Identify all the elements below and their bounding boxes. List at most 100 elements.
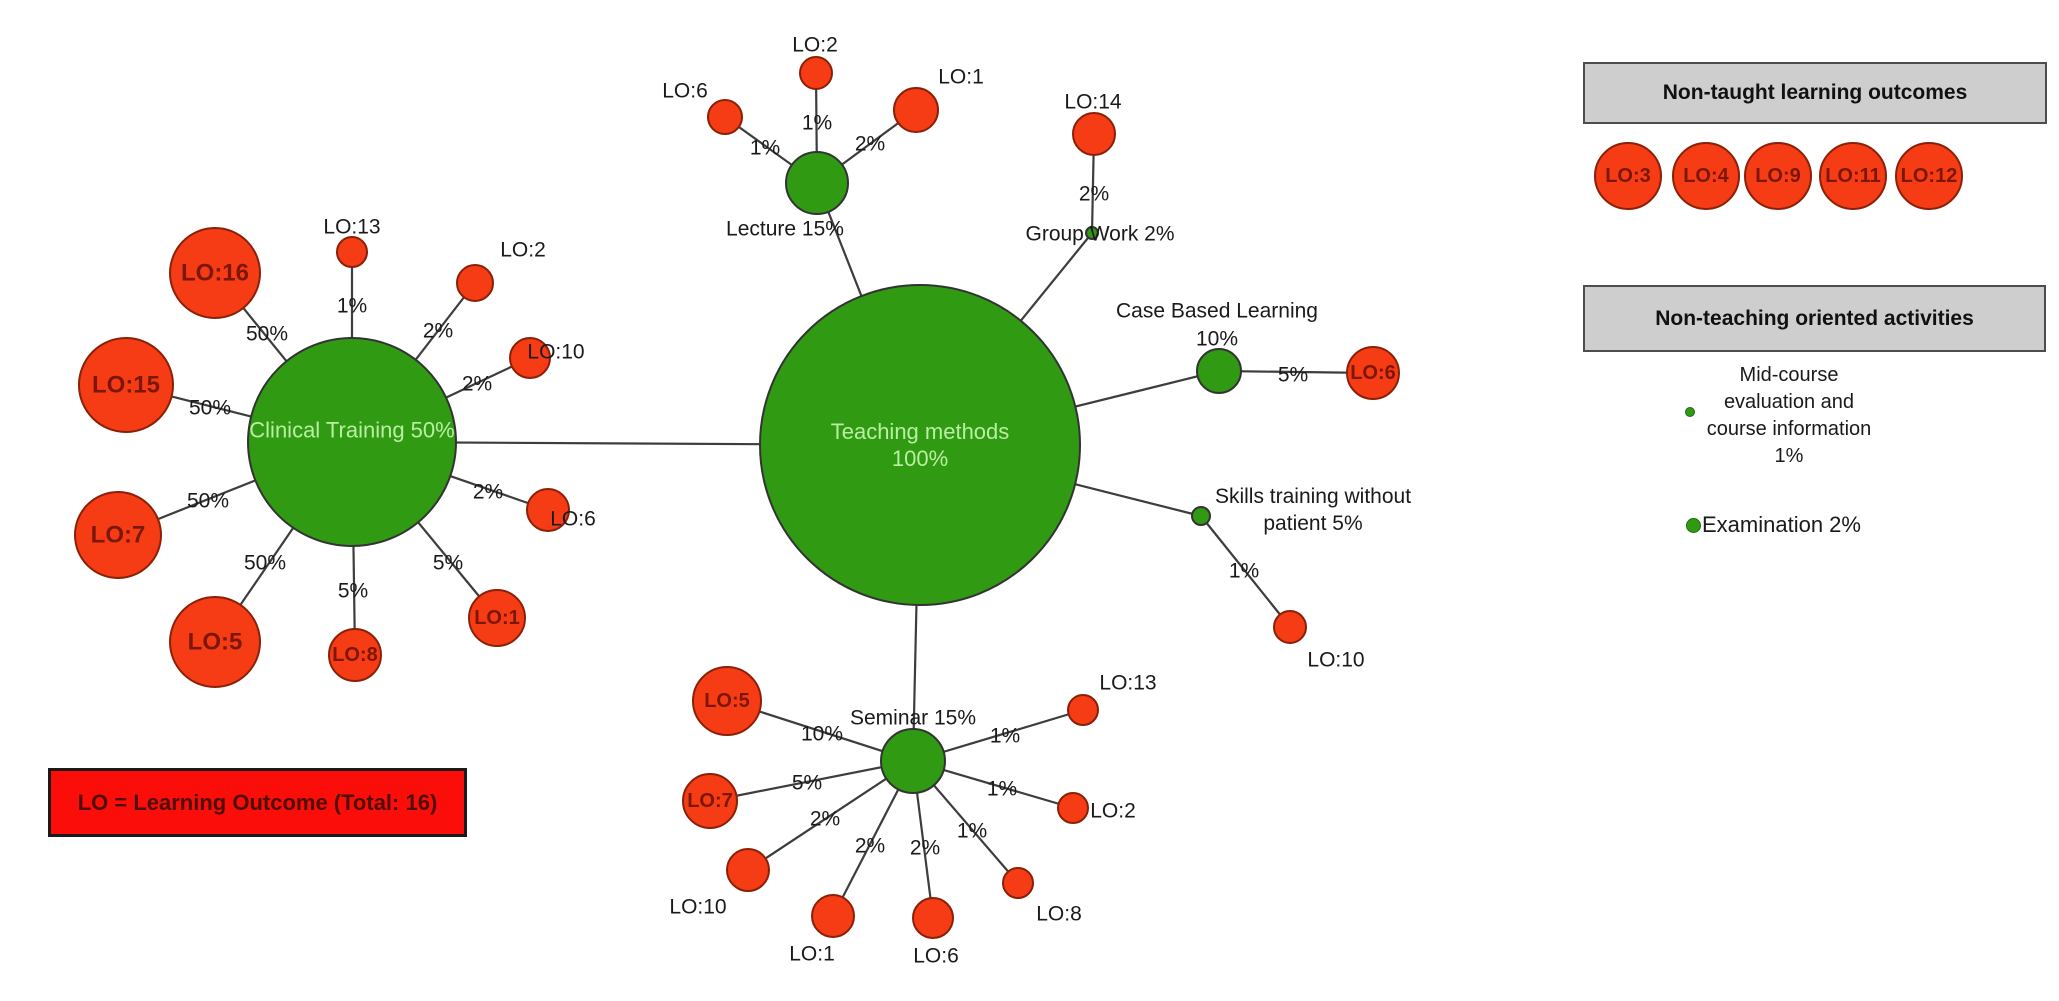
node-label-g14: LO:14 <box>1064 91 1122 114</box>
node-c8 <box>328 628 382 682</box>
node-label-groupwork: Group Work 2% <box>1026 223 1175 246</box>
node-groupwork <box>1085 226 1099 240</box>
edge-label-seminar-se13: 1% <box>990 725 1020 748</box>
node-label-seminar: Seminar 15% <box>850 707 976 730</box>
node-label-se10: LO:10 <box>669 896 726 919</box>
node-l1 <box>893 87 939 133</box>
node-s10 <box>1273 610 1307 644</box>
node-lecture <box>785 151 849 215</box>
node-label-clinical: Clinical Training 50% <box>249 418 454 443</box>
edge-label-cbl-cb6: 5% <box>1278 364 1308 387</box>
node-label-c16: LO:16 <box>181 260 249 287</box>
node-label-se2: LO:2 <box>1090 800 1136 823</box>
node-c1 <box>468 589 526 647</box>
node-label-l6: LO:6 <box>662 80 708 103</box>
midcourse-line-1: Mid-course <box>1739 364 1839 386</box>
legend-outcome-lo11-label: LO:11 <box>1825 164 1881 187</box>
legend-outcome-lo11: LO:11 <box>1819 142 1887 210</box>
legend-non-taught-title: Non-taught learning outcomes <box>1662 81 1968 104</box>
edge-label-seminar-se7: 5% <box>792 772 822 795</box>
edge-label-seminar-se8: 1% <box>957 820 987 843</box>
edge-label-seminar-se2: 1% <box>987 778 1017 801</box>
node-label-c8: LO:8 <box>332 644 378 666</box>
node-tm <box>759 284 1081 606</box>
node-c16 <box>169 227 261 319</box>
node-se2 <box>1057 792 1089 824</box>
legend-entry-midcourse: Mid-course evaluation and course informa… <box>1679 362 1899 470</box>
edge-label-clinical-c15: 50% <box>189 397 231 420</box>
node-seminar <box>880 728 946 794</box>
midcourse-line-3: course information <box>1706 418 1872 440</box>
edge-label-clinical-c8: 5% <box>338 580 368 603</box>
node-label-l2: LO:2 <box>792 34 838 57</box>
legend-non-teaching-box: Non-teaching oriented activities <box>1583 285 2046 352</box>
examination-dot-icon <box>1686 518 1701 533</box>
node-label-tm-2: 100% <box>892 446 948 471</box>
edge-label-groupwork-g14: 2% <box>1079 183 1109 206</box>
node-label-skills-2: patient 5% <box>1263 512 1362 535</box>
legend-non-teaching-title: Non-teaching oriented activities <box>1655 306 1974 330</box>
node-label-cbl-1: Case Based Learning <box>1116 300 1318 323</box>
node-c5 <box>169 596 261 688</box>
edge-skills-s10 <box>1200 515 1291 628</box>
node-se5 <box>692 666 762 736</box>
edge-label-skills-s10: 1% <box>1229 560 1259 583</box>
node-label-c15: LO:15 <box>92 372 160 399</box>
edge-label-clinical-c5: 50% <box>244 552 286 575</box>
node-c15 <box>78 337 174 433</box>
note-text: LO = Learning Outcome (Total: 16) <box>77 789 438 815</box>
legend-outcome-lo12: LO:12 <box>1895 142 1963 210</box>
node-c6 <box>526 488 570 532</box>
midcourse-line-2: evaluation and <box>1723 391 1855 413</box>
node-c2 <box>456 264 494 302</box>
node-l2 <box>799 56 833 90</box>
node-g14 <box>1072 112 1116 156</box>
node-label-tm-1: Teaching methods <box>831 419 1010 444</box>
node-cb6 <box>1346 346 1400 400</box>
edge-label-lecture-l1: 2% <box>855 133 885 156</box>
legend-outcome-lo9: LO:9 <box>1744 142 1812 210</box>
legend-outcome-lo9-label: LO:9 <box>1755 164 1801 187</box>
node-label-se13: LO:13 <box>1099 672 1156 695</box>
edge-label-clinical-c7: 50% <box>187 490 229 513</box>
node-label-se6: LO:6 <box>913 945 959 968</box>
legend-outcome-lo3: LO:3 <box>1594 142 1662 210</box>
note-box: LO = Learning Outcome (Total: 16) <box>48 768 467 837</box>
node-label-c5: LO:5 <box>188 629 243 656</box>
legend-outcome-lo3-label: LO:3 <box>1605 164 1651 187</box>
legend-entry-examination: Examination 2% <box>1702 512 1861 537</box>
node-label-c6: LO:6 <box>550 508 596 531</box>
edge-label-seminar-se5: 10% <box>801 723 843 746</box>
midcourse-line-4: 1% <box>1774 445 1804 467</box>
node-label-se7: LO:7 <box>687 790 733 812</box>
edge-label-lecture-l2: 1% <box>802 112 832 135</box>
node-c7 <box>74 491 162 579</box>
node-label-c2: LO:2 <box>500 239 546 262</box>
node-label-c7: LO:7 <box>91 522 146 549</box>
edge-label-clinical-c6: 2% <box>473 481 503 504</box>
node-label-se1: LO:1 <box>789 943 835 966</box>
midcourse-dot-icon <box>1685 407 1695 417</box>
node-label-l1: LO:1 <box>938 66 984 89</box>
node-skills <box>1191 506 1211 526</box>
edge-label-clinical-c1: 5% <box>433 552 463 575</box>
node-label-c13: LO:13 <box>323 216 380 239</box>
edge-label-seminar-se6: 2% <box>910 837 940 860</box>
node-label-c10: LO:10 <box>527 341 584 364</box>
legend-outcome-lo12-label: LO:12 <box>1900 164 1958 187</box>
node-label-lecture: Lecture 15% <box>726 218 844 241</box>
node-se1 <box>811 894 855 938</box>
node-label-se5: LO:5 <box>704 690 750 712</box>
node-label-cb6: LO:6 <box>1350 362 1396 384</box>
node-c10 <box>509 337 551 379</box>
node-label-skills-1: Skills training without <box>1215 485 1411 508</box>
edge-label-clinical-c2: 2% <box>423 320 453 343</box>
node-label-s10: LO:10 <box>1307 649 1364 672</box>
node-se13 <box>1067 694 1099 726</box>
node-clinical <box>247 337 457 547</box>
node-label-c1: LO:1 <box>474 607 520 629</box>
node-se6 <box>912 897 954 939</box>
node-se8 <box>1002 867 1034 899</box>
